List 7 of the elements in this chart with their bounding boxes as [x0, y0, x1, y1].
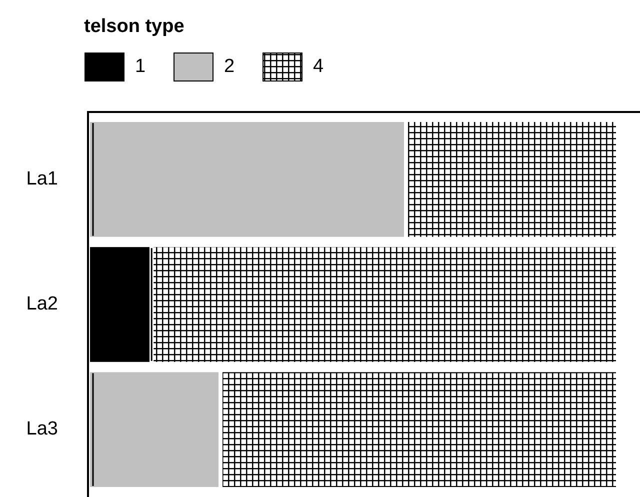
legend-label: 1 — [135, 56, 146, 78]
y-tick-label: La1 — [26, 168, 58, 190]
y-tick-label: La2 — [26, 294, 58, 315]
y-tick-label: La3 — [26, 418, 58, 440]
legend-label: 2 — [224, 56, 235, 78]
legend-title: telson type — [84, 16, 184, 37]
legend-label: 4 — [313, 56, 324, 78]
